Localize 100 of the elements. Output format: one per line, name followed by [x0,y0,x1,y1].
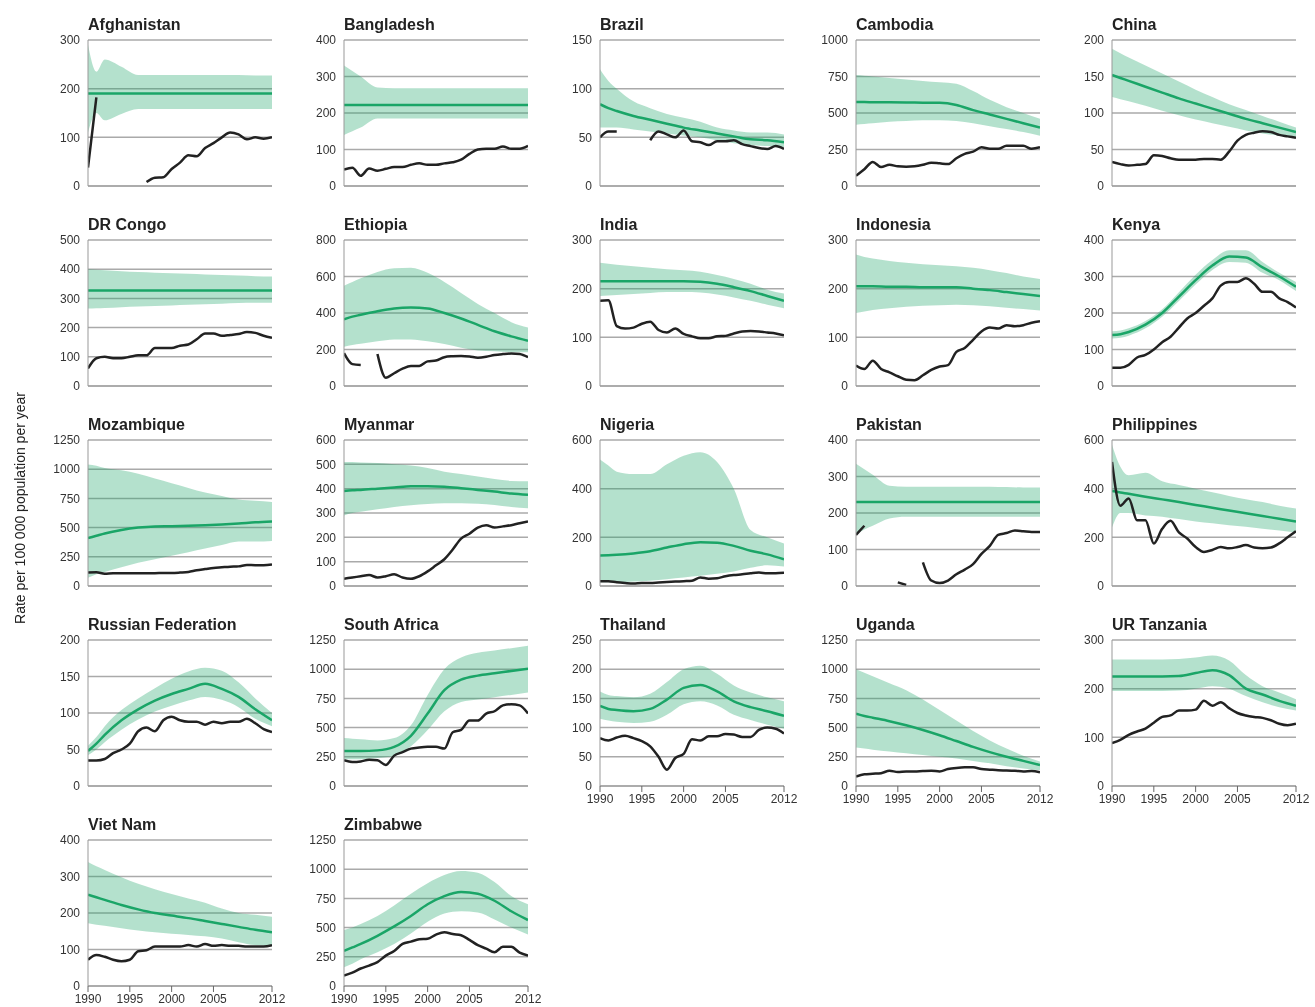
chart-title: Zimbabwe [344,816,423,834]
y-tick-label: 0 [841,779,849,794]
y-tick-label: 100 [571,720,593,735]
y-tick-label: 250 [571,633,593,648]
chart-title: Afghanistan [88,16,181,34]
x-tick-label: 2005 [712,791,740,806]
y-tick-label: 300 [59,291,81,306]
y-tick-label: 100 [1083,106,1105,121]
line-series [344,931,528,977]
y-tick-label: 1000 [821,33,849,48]
y-tick-label: 0 [841,379,849,394]
y-tick-label: 300 [1083,269,1105,284]
y-tick-label: 500 [315,920,337,935]
line-series [1112,73,1296,134]
y-tick-label: 400 [827,433,849,448]
x-tick-label: 1990 [74,991,102,1006]
y-tick-label: 0 [73,779,81,794]
y-tick-label: 500 [59,233,81,248]
y-tick-label: 300 [315,506,337,521]
y-tick-label: 200 [315,106,337,121]
x-tick-label: 2000 [926,791,954,806]
y-tick-label: 750 [315,891,337,906]
y-tick-label: 400 [59,833,81,848]
y-tick-label: 0 [1097,179,1105,194]
x-tick-label: 2000 [158,991,186,1006]
x-tick-label: 2012 [1282,791,1310,806]
line-series [856,766,1040,778]
chart-title: Mozambique [88,416,185,434]
y-tick-label: 500 [315,457,337,472]
y-tick-label: 200 [827,281,849,296]
y-tick-label: 50 [578,130,593,145]
y-tick-label: 200 [315,342,337,357]
y-tick-label: 200 [571,530,593,545]
y-tick-label: 400 [59,262,81,277]
y-tick-label: 100 [827,330,849,345]
chart-title: Indonesia [856,216,931,234]
x-tick-label: 2012 [258,991,286,1006]
y-tick-label: 200 [571,281,593,296]
y-tick-label: 200 [1083,530,1105,545]
y-tick-label: 1250 [821,633,849,648]
y-tick-label: 300 [571,233,593,248]
x-tick-label: 2005 [968,791,996,806]
y-tick-label: 0 [73,179,81,194]
y-tick-label: 600 [315,269,337,284]
line-series [856,712,1040,767]
chart-title: China [1112,16,1157,34]
y-tick-label: 400 [315,306,337,321]
line-series [344,144,528,178]
y-tick-label: 600 [571,433,593,448]
x-tick-label: 2005 [1224,791,1252,806]
chart-title: South Africa [344,616,439,634]
y-tick-label: 200 [59,81,81,96]
line-series [88,330,272,370]
chart-title: Cambodia [856,16,934,34]
line-series [856,100,1040,129]
y-tick-label: 800 [315,233,337,248]
y-tick-label: 200 [1083,33,1105,48]
y-tick-label: 0 [841,579,849,594]
y-tick-label: 0 [329,179,337,194]
x-tick-label: 2005 [456,991,484,1006]
y-tick-label: 0 [329,979,337,994]
y-tick-label: 750 [315,691,337,706]
y-tick-label: 150 [59,669,81,684]
y-tick-label: 500 [59,520,81,535]
y-tick-label: 200 [1083,306,1105,321]
y-tick-label: 100 [315,554,337,569]
y-tick-label: 500 [827,720,849,735]
chart-title: Thailand [600,616,666,634]
y-tick-label: 500 [315,720,337,735]
y-tick-label: 0 [1097,579,1105,594]
y-tick-label: 0 [585,179,593,194]
y-tick-label: 100 [59,942,81,957]
x-tick-label: 2012 [770,791,798,806]
y-tick-label: 250 [59,550,81,565]
y-tick-label: 600 [1083,433,1105,448]
x-tick-label: 2000 [670,791,698,806]
y-tick-label: 250 [315,950,337,965]
y-tick-label: 300 [1083,633,1105,648]
y-tick-label: 750 [827,691,849,706]
y-tick-label: 100 [1083,342,1105,357]
line-series [1112,668,1296,707]
line-series [344,306,528,342]
line-series [344,890,528,953]
x-tick-label: 2012 [514,991,542,1006]
y-tick-label: 0 [73,579,81,594]
line-series [856,284,1040,298]
y-tick-label: 200 [571,662,593,677]
chart-title: Philippines [1112,416,1198,434]
chart-title: Bangladesh [344,16,435,34]
y-tick-label: 150 [571,33,593,48]
x-tick-label: 1995 [1140,791,1168,806]
y-tick-label: 1250 [309,633,337,648]
chart-title: India [600,216,638,234]
line-series [600,726,784,771]
line-series [600,102,784,144]
x-tick-label: 1990 [842,791,870,806]
y-tick-label: 400 [571,481,593,496]
x-tick-label: 1990 [330,991,358,1006]
y-tick-label: 0 [1097,379,1105,394]
y-tick-label: 100 [827,542,849,557]
